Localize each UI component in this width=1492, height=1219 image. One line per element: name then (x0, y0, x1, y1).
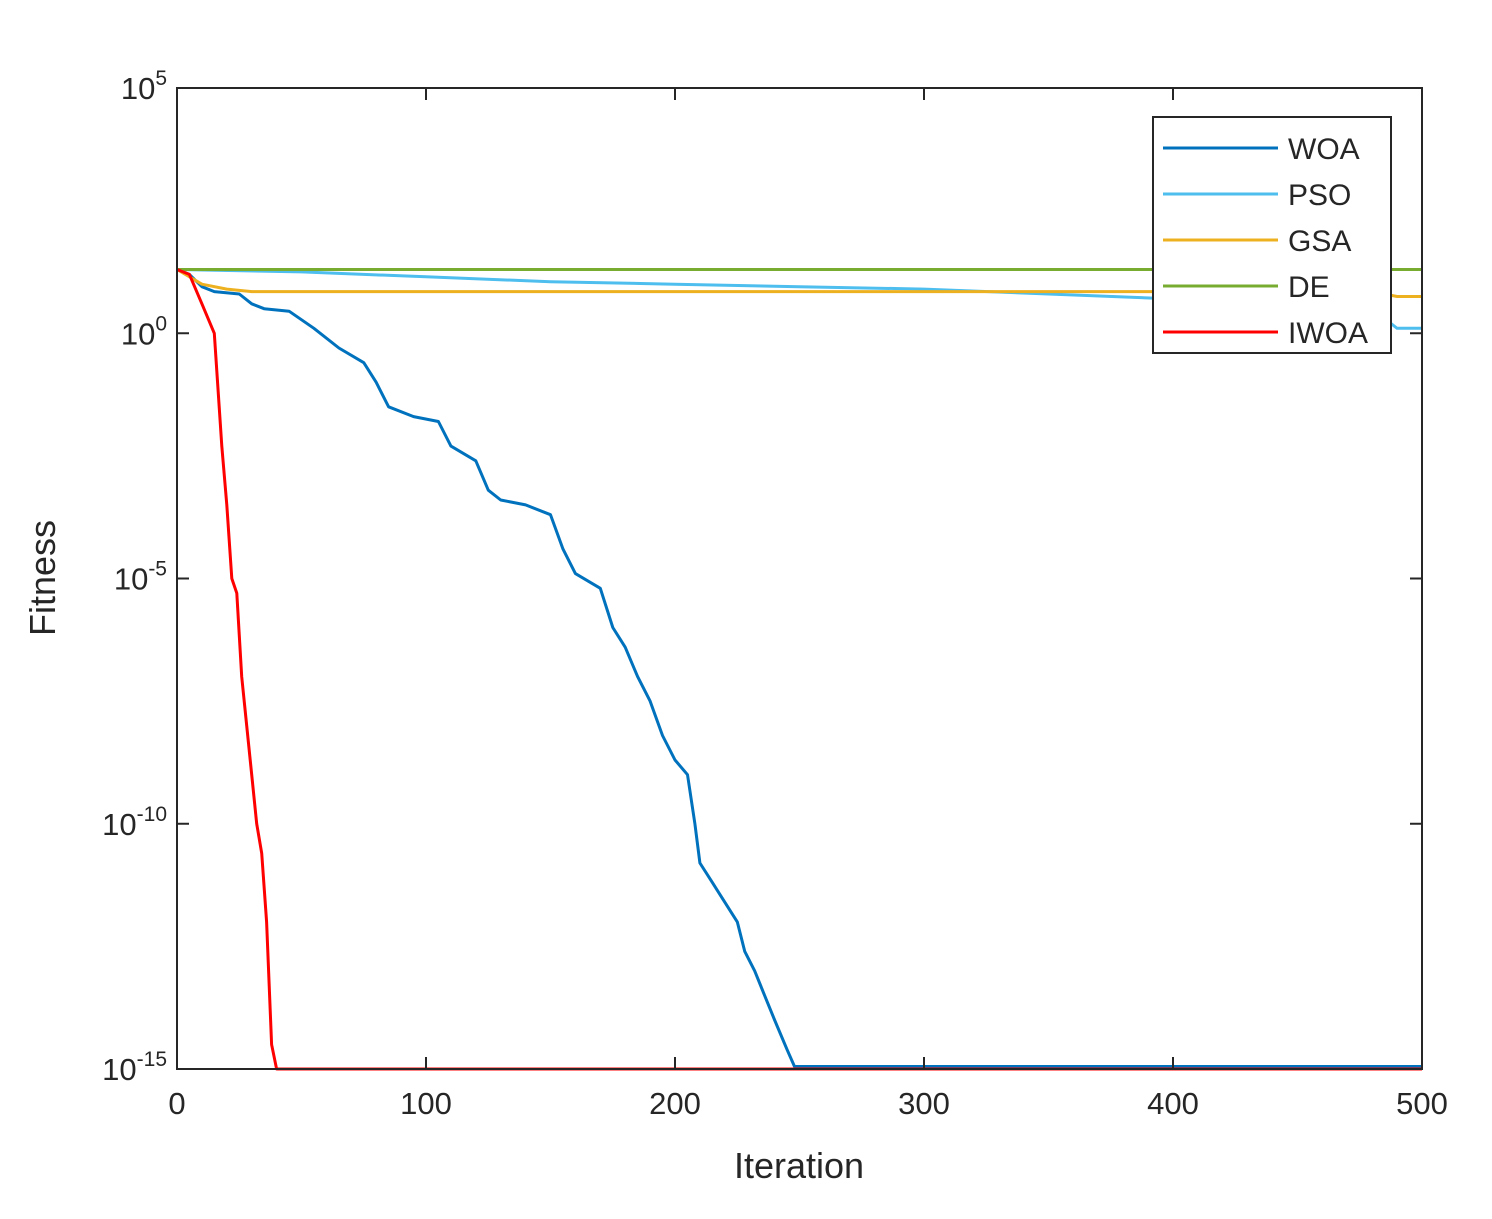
y-tick-label: 100 (121, 312, 167, 351)
legend-label-gsa: GSA (1288, 225, 1351, 258)
y-tick-label: 10-10 (102, 803, 167, 842)
legend-label-iwoa: IWOA (1288, 317, 1368, 350)
y-axis-label: Fitness (22, 520, 63, 636)
x-tick-label: 100 (400, 1086, 452, 1121)
legend-label-de: DE (1288, 271, 1330, 304)
series-line-iwoa (176, 268, 1422, 1071)
y-tick-label: 10-15 (102, 1048, 167, 1087)
series-layer (176, 268, 1422, 1071)
x-tick-label: 0 (168, 1086, 185, 1121)
ticks-layer: 0 100 200 300 400 500 10-15 10-10 10-5 100 105 (102, 67, 1448, 1121)
legend: WOA PSO GSA DE IWOA (1152, 116, 1392, 354)
legend-items: WOA PSO GSA DE IWOA (1163, 133, 1368, 350)
x-tick-label: 500 (1396, 1086, 1448, 1121)
legend-box (1152, 116, 1392, 354)
y-tick-label: 10-5 (114, 558, 167, 597)
x-tick-label: 400 (1147, 1086, 1199, 1121)
x-tick-label: 300 (898, 1086, 950, 1121)
legend-label-woa: WOA (1288, 133, 1360, 166)
x-axis-label: Iteration (734, 1145, 864, 1186)
y-tick-label: 105 (121, 67, 167, 106)
x-tick-label: 200 (649, 1086, 701, 1121)
legend-label-pso: PSO (1288, 179, 1351, 212)
series-line-woa (176, 268, 1422, 1068)
